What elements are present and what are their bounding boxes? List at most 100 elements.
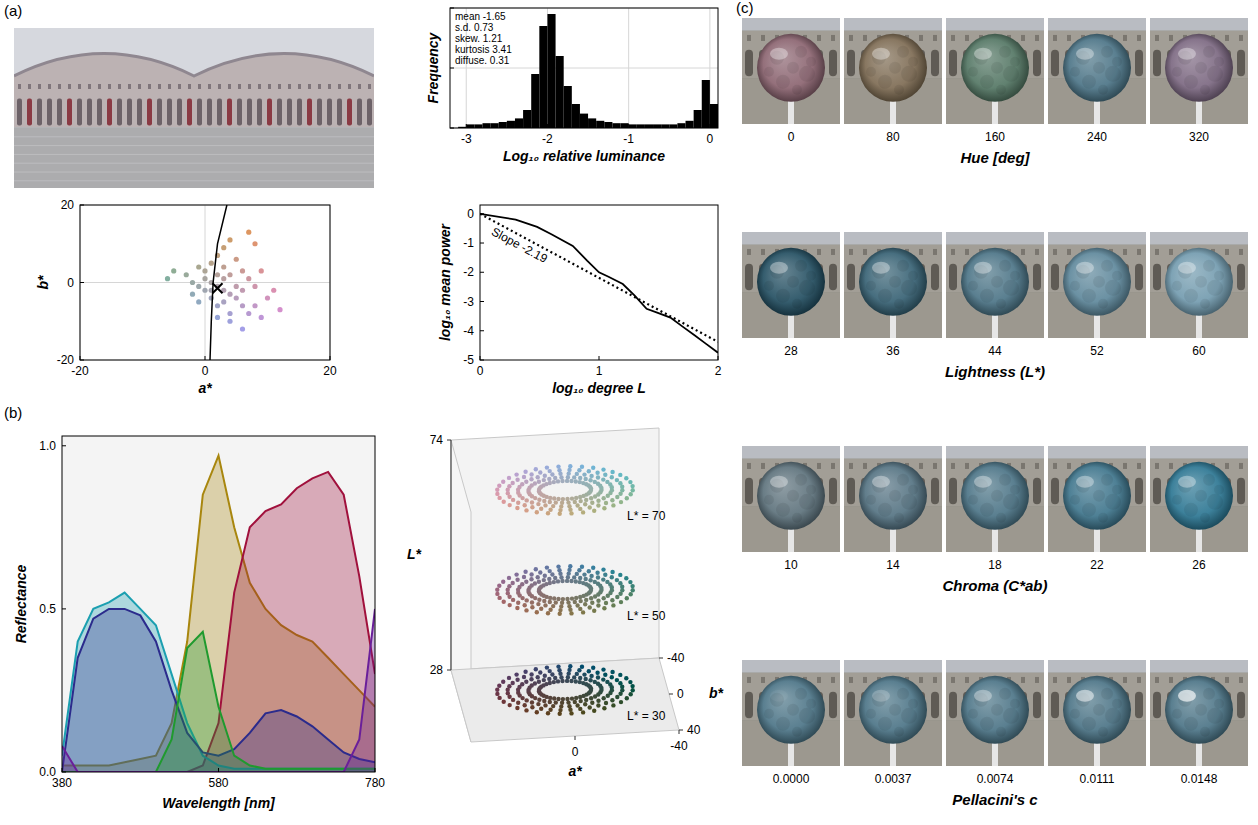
tick-label: 1 xyxy=(596,364,603,378)
point xyxy=(234,257,239,262)
bar xyxy=(702,80,710,128)
point xyxy=(497,584,501,588)
window xyxy=(48,84,51,89)
tick xyxy=(659,658,663,659)
bar xyxy=(637,124,645,128)
point xyxy=(573,700,577,704)
point xyxy=(202,288,207,293)
tick xyxy=(62,772,66,773)
panel-label: (c) xyxy=(736,0,754,16)
ground-texture xyxy=(14,180,374,181)
point xyxy=(536,575,540,579)
point xyxy=(196,284,201,289)
sphere-bump xyxy=(792,299,802,309)
sphere-bump xyxy=(1203,474,1215,486)
stimulus-image xyxy=(1150,660,1248,825)
point xyxy=(625,496,629,500)
ring-label: L* = 70 xyxy=(627,509,666,523)
point xyxy=(577,668,581,672)
point xyxy=(535,510,539,514)
stimulus-value: 0.0074 xyxy=(977,772,1014,786)
scene-sky xyxy=(844,660,942,673)
stimulus-scene xyxy=(742,446,840,552)
tick xyxy=(62,608,66,609)
point xyxy=(631,488,635,492)
plot-frame xyxy=(62,436,375,772)
axis-line xyxy=(451,440,452,670)
specular-highlight xyxy=(872,262,890,274)
point xyxy=(580,465,584,469)
sphere-bump xyxy=(901,708,917,724)
tick xyxy=(450,128,454,129)
point xyxy=(533,496,537,500)
scene-window xyxy=(761,35,765,41)
point xyxy=(556,564,560,568)
tick xyxy=(480,301,484,302)
stimulus-image xyxy=(1048,232,1146,418)
point xyxy=(584,698,588,702)
sphere-bump xyxy=(792,85,802,95)
stimulus-image xyxy=(844,232,942,418)
arch xyxy=(217,98,222,125)
window xyxy=(118,84,121,89)
point xyxy=(581,610,585,614)
scene-window xyxy=(951,35,955,41)
sphere-bump xyxy=(1003,66,1019,82)
point xyxy=(624,576,628,580)
bar xyxy=(482,123,490,128)
point xyxy=(553,476,557,480)
sphere-bump xyxy=(795,46,807,58)
ground xyxy=(14,127,374,188)
scene-arch xyxy=(829,264,837,291)
window xyxy=(148,84,151,89)
tick-label: -4 xyxy=(463,324,474,338)
sphere-bump xyxy=(889,276,901,288)
point xyxy=(526,588,530,592)
point xyxy=(497,484,501,488)
sphere-bump xyxy=(1203,46,1215,58)
point xyxy=(556,579,560,583)
point xyxy=(559,604,563,608)
point xyxy=(511,698,515,702)
point xyxy=(565,479,569,483)
point xyxy=(538,470,542,474)
window xyxy=(298,84,301,89)
sphere-bump xyxy=(1070,67,1080,77)
point xyxy=(543,574,547,578)
sphere-bump xyxy=(776,717,790,731)
scene-sky xyxy=(946,446,1044,459)
facade xyxy=(14,54,374,128)
arch xyxy=(117,98,122,125)
point xyxy=(209,261,214,266)
point xyxy=(524,580,528,584)
scene-window xyxy=(951,463,955,469)
sphere-bump xyxy=(776,289,790,303)
point xyxy=(536,602,540,606)
point xyxy=(215,272,220,277)
point xyxy=(573,500,577,504)
sphere-bump xyxy=(1112,57,1122,67)
stimulus-image xyxy=(742,660,840,825)
point xyxy=(588,578,592,582)
sphere-bump xyxy=(1098,727,1108,737)
sphere xyxy=(1063,248,1131,316)
point xyxy=(506,688,510,692)
point xyxy=(595,471,599,475)
stimulus-value: 240 xyxy=(1087,130,1107,144)
sphere-bump xyxy=(901,280,917,296)
bar xyxy=(564,86,572,128)
point xyxy=(515,706,519,710)
ground-texture xyxy=(14,172,374,173)
point xyxy=(601,577,605,581)
scene-window xyxy=(831,35,835,41)
point xyxy=(569,579,573,583)
point xyxy=(227,272,232,277)
scene-window xyxy=(831,463,835,469)
point xyxy=(591,466,595,470)
point xyxy=(227,237,232,242)
sphere-bump xyxy=(894,513,904,523)
stimulus-scene xyxy=(1150,660,1248,766)
sphere xyxy=(961,248,1029,316)
tick xyxy=(80,205,84,206)
axis-title: Reflectance xyxy=(13,564,29,643)
